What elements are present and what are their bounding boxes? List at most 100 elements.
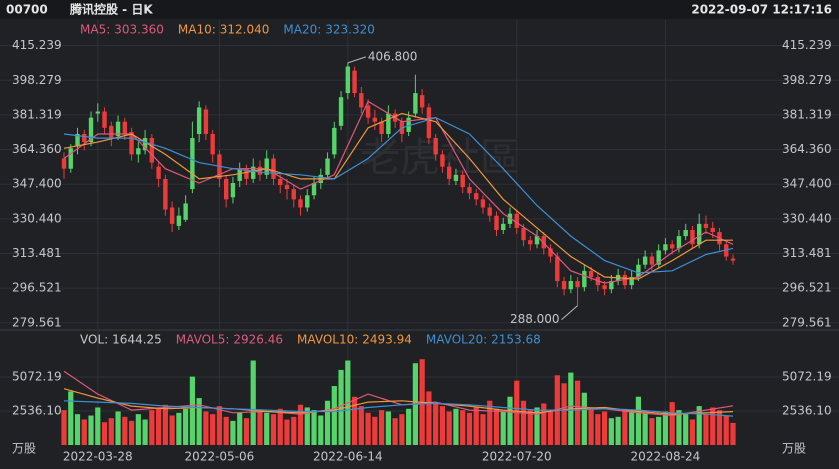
vol-tick-label: 万股 xyxy=(12,442,36,456)
legend-name: MA5: xyxy=(80,23,110,37)
volume-bar xyxy=(196,398,202,445)
candle-body xyxy=(588,270,594,277)
y-tick-label-right: 398.279 xyxy=(782,73,832,87)
candle-body xyxy=(460,174,465,188)
candle-body xyxy=(602,285,607,290)
candle-body xyxy=(548,248,553,257)
candle-body xyxy=(656,250,661,265)
candle-body xyxy=(629,276,634,286)
volume-bar xyxy=(669,402,675,445)
volume-bar xyxy=(406,408,412,445)
volume-bar xyxy=(595,414,601,445)
volume-bar xyxy=(622,408,628,445)
candle-body xyxy=(534,236,540,245)
candle-body xyxy=(244,168,249,179)
x-tick-label: 2022-05-06 xyxy=(185,450,255,464)
candle-body xyxy=(663,244,668,251)
y-tick-label: 279.561 xyxy=(12,315,62,329)
candle-body xyxy=(257,166,263,175)
candle-body xyxy=(278,178,283,186)
candle-body xyxy=(487,207,492,216)
y-tick-label-right: 364.360 xyxy=(782,142,832,156)
volume-bar xyxy=(203,411,209,445)
legend-value: 2493.94 xyxy=(362,333,412,347)
candle-body xyxy=(494,215,499,230)
candle-body xyxy=(332,127,337,155)
vol-tick-label-right: 5072.19 xyxy=(782,369,832,383)
candle-body xyxy=(365,105,371,118)
y-tick-label: 347.400 xyxy=(12,177,62,191)
candle-body xyxy=(582,270,587,288)
legend-name: MAVOL20: xyxy=(426,333,487,347)
candle-body xyxy=(230,183,236,198)
vol-tick-label: 5072.19 xyxy=(12,369,62,383)
candle-body xyxy=(649,256,655,265)
volume-bar xyxy=(446,411,452,445)
volume-bar xyxy=(439,406,446,445)
candle-body xyxy=(142,138,148,151)
candle-body xyxy=(514,213,519,228)
volume-bar xyxy=(176,412,182,445)
volume-bar xyxy=(142,419,148,445)
y-tick-label-right: 330.440 xyxy=(782,211,832,225)
volume-bar xyxy=(710,407,716,445)
candle-body xyxy=(129,131,134,155)
volume-bar xyxy=(311,410,317,445)
annotation-leader xyxy=(347,56,366,64)
candle-body xyxy=(359,93,364,108)
candle-body xyxy=(264,158,269,175)
volume-bar xyxy=(480,414,486,445)
candle-body xyxy=(88,117,94,143)
volume-bar xyxy=(723,415,729,445)
candle-body xyxy=(730,258,736,261)
y-tick-label-right: 296.521 xyxy=(782,281,832,295)
volume-bar xyxy=(264,412,270,445)
candle-body xyxy=(345,66,351,94)
candle-body xyxy=(338,97,344,126)
candle-body xyxy=(528,240,533,245)
volume-bar xyxy=(210,414,216,445)
candle-body xyxy=(521,227,526,241)
stock-code: 00700 xyxy=(6,3,48,17)
candle-body xyxy=(697,223,702,245)
volume-bar xyxy=(365,412,371,445)
candle-body xyxy=(609,281,614,290)
volume-bar xyxy=(453,408,459,445)
volume-bar xyxy=(135,414,141,445)
annotation-label: 288.000 xyxy=(510,312,560,326)
watermark: 老虎社區 xyxy=(360,135,520,181)
volume-bar xyxy=(115,411,121,445)
volume-bar xyxy=(128,420,135,445)
volume-bar xyxy=(324,400,331,445)
candle-body xyxy=(156,166,161,179)
timestamp: 2022-09-07 12:17:16 xyxy=(691,3,832,17)
candle-body xyxy=(237,168,242,181)
volume-bar xyxy=(243,418,250,445)
candle-body xyxy=(419,95,425,108)
candle-body xyxy=(68,148,73,169)
y-tick-label: 330.440 xyxy=(12,211,62,225)
y-tick-label: 415.239 xyxy=(12,38,62,52)
candle-body xyxy=(190,138,195,190)
volume-bar xyxy=(527,410,533,445)
y-tick-label-right: 415.239 xyxy=(782,38,832,52)
volume-bar xyxy=(223,416,229,445)
candle-body xyxy=(183,203,188,220)
y-tick-label: 364.360 xyxy=(12,142,62,156)
volume-bar xyxy=(696,406,702,445)
candle-body xyxy=(568,281,574,290)
volume-bar xyxy=(642,412,648,445)
volume-bar xyxy=(149,410,155,445)
volume-bar xyxy=(730,422,736,445)
volume-bar xyxy=(379,410,385,445)
candle-body xyxy=(223,178,229,200)
y-tick-label-right: 279.561 xyxy=(782,315,832,329)
volume-bar xyxy=(108,418,114,445)
volume-bar xyxy=(81,419,87,445)
vol-tick-label: 2536.10 xyxy=(12,403,62,417)
candle-body xyxy=(82,133,87,143)
candle-body xyxy=(163,178,168,210)
candle-body xyxy=(575,281,580,288)
volume-bar xyxy=(392,418,398,445)
